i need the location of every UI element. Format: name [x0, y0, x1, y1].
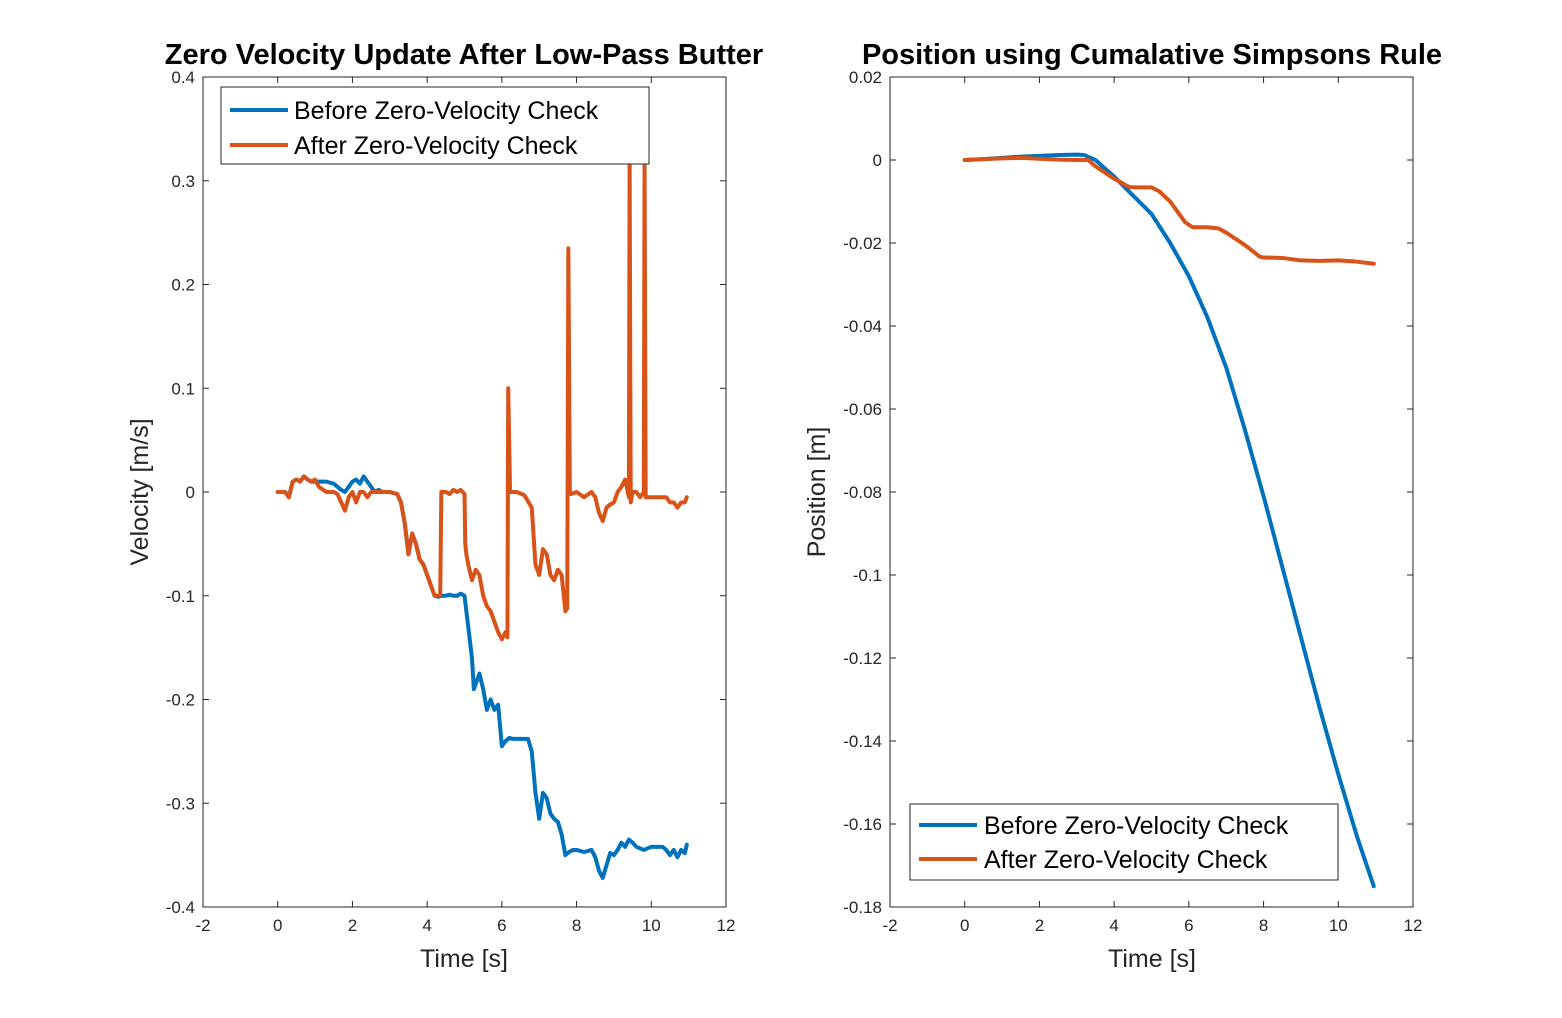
position-chart-xtick-label: 2 — [1035, 916, 1044, 935]
velocity-chart-ytick-label: 0 — [186, 483, 195, 502]
velocity-chart-ylabel: Velocity [m/s] — [126, 418, 154, 565]
position-chart-xtick-label: 6 — [1184, 916, 1193, 935]
position-chart-ytick-label: -0.02 — [843, 234, 882, 253]
velocity-chart-series — [275, 158, 689, 880]
velocity-chart-xtick-label: 0 — [273, 916, 282, 935]
velocity-chart-xtick-label: 8 — [572, 916, 581, 935]
position-chart-ytick-label: -0.08 — [843, 483, 882, 502]
position-chart-xtick-label: 12 — [1404, 916, 1423, 935]
position-chart-legend-box — [909, 803, 1339, 881]
position-chart-series-before-line — [962, 152, 1376, 889]
velocity-chart-ytick-label: 0.4 — [171, 68, 195, 87]
velocity-chart-legend: Before Zero-Velocity Check After Zero-Ve… — [220, 86, 650, 165]
velocity-chart-legend-box — [220, 86, 650, 165]
velocity-chart-xtick-label: 2 — [348, 916, 357, 935]
position-chart-ytick-label: -0.16 — [843, 815, 882, 834]
velocity-chart-series-after-line — [275, 158, 689, 642]
velocity-chart-ytick-label: 0.1 — [171, 379, 195, 398]
velocity-chart-legend-label-after: After Zero-Velocity Check — [294, 132, 578, 160]
velocity-chart-ytick-label: -0.3 — [166, 794, 195, 813]
velocity-chart-ytick-label: -0.2 — [166, 691, 195, 710]
velocity-chart: Zero Velocity Update After Low-Pass Butt… — [126, 39, 763, 973]
position-chart-series — [962, 152, 1376, 889]
position-chart-legend-label-after: After Zero-Velocity Check — [984, 846, 1268, 874]
velocity-chart-ytick-label: -0.4 — [166, 898, 195, 917]
position-chart-legend: Before Zero-Velocity Check After Zero-Ve… — [909, 803, 1339, 881]
velocity-chart-series-before-line — [275, 474, 689, 880]
position-chart-ytick-label: -0.06 — [843, 400, 882, 419]
velocity-chart-xtick-label: 10 — [642, 916, 661, 935]
velocity-chart-xtick-label: 12 — [717, 916, 736, 935]
position-chart-ylabel: Position [m] — [803, 427, 831, 558]
position-chart-title: Position using Cumalative Simpsons Rule — [862, 39, 1442, 71]
position-chart-ytick-label: -0.1 — [853, 566, 882, 585]
position-chart-xlabel: Time [s] — [1108, 945, 1196, 973]
position-chart-ticks: -2 0 2 4 6 8 10 12 -0.18 -0.16 -0.14 -0.12 -0.1 -0.08… — [843, 68, 1422, 935]
position-chart-series-after-line — [962, 155, 1376, 266]
velocity-chart-legend-label-before: Before Zero-Velocity Check — [294, 97, 599, 125]
velocity-chart-ytick-label: -0.1 — [166, 587, 195, 606]
velocity-chart-xtick-label: 4 — [422, 916, 431, 935]
velocity-chart-xlabel: Time [s] — [420, 945, 508, 973]
position-chart-ytick-label: -0.14 — [843, 732, 882, 751]
velocity-chart-title: Zero Velocity Update After Low-Pass Butt… — [165, 39, 763, 71]
position-chart-ytick-label: 0.02 — [849, 68, 882, 87]
position-chart-xtick-label: 10 — [1329, 916, 1348, 935]
position-chart-xtick-label: -2 — [882, 916, 897, 935]
velocity-chart-ticks: -2 0 2 4 6 8 10 12 -0.4 -0.3 -0.2 -0.1 0 0.1 0.2 0.3 0.4 — [166, 68, 736, 935]
position-chart-xtick-label: 8 — [1259, 916, 1268, 935]
position-chart: Position using Cumalative Simpsons Rule … — [803, 39, 1442, 973]
velocity-chart-ytick-label: 0.3 — [171, 172, 195, 191]
position-chart-ytick-label: -0.04 — [843, 317, 882, 336]
position-chart-ytick-label: 0 — [873, 151, 882, 170]
position-chart-legend-label-before: Before Zero-Velocity Check — [984, 812, 1289, 840]
position-chart-ytick-label: -0.18 — [843, 898, 882, 917]
position-chart-ytick-label: -0.12 — [843, 649, 882, 668]
position-chart-xtick-label: 4 — [1109, 916, 1118, 935]
position-chart-xtick-label: 0 — [960, 916, 969, 935]
velocity-chart-xtick-label: 6 — [497, 916, 506, 935]
velocity-chart-ytick-label: 0.2 — [171, 276, 195, 295]
velocity-chart-xtick-label: -2 — [195, 916, 210, 935]
